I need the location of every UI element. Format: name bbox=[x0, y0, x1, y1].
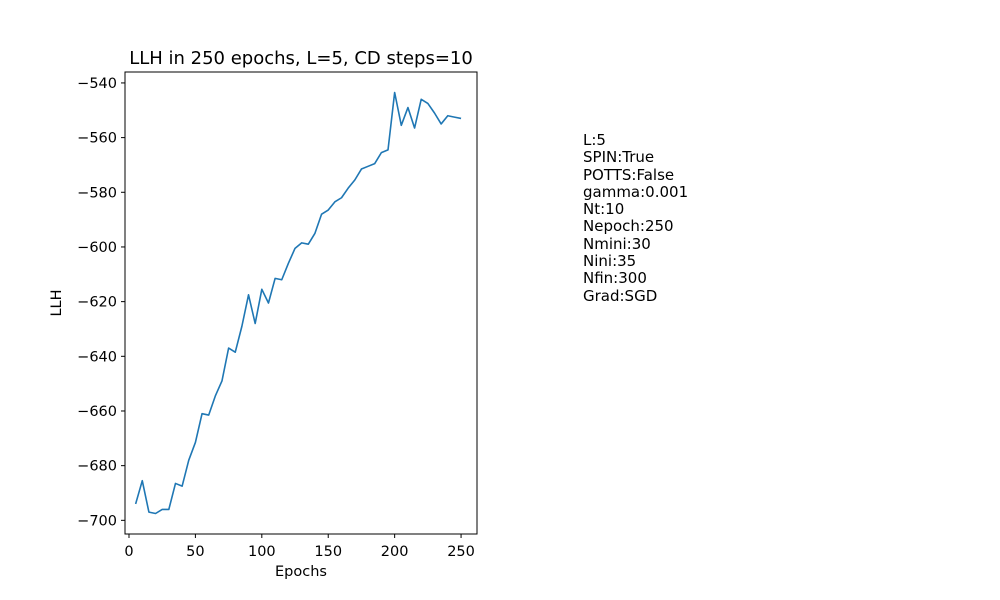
y-axis-ticks: −700 −680 −660 −640 −620 −600 −580 −560 −540 bbox=[77, 76, 125, 529]
y-axis-label: LLH bbox=[49, 289, 65, 316]
plot-frame bbox=[124, 71, 478, 535]
x-axis-label: Epochs bbox=[275, 564, 327, 580]
parameter-line: Nmini:30 bbox=[583, 234, 651, 253]
x-tick-label: 150 bbox=[314, 544, 342, 560]
y-tick-label: −680 bbox=[77, 459, 117, 475]
x-axis-ticks: 0 50 100 150 200 250 bbox=[124, 534, 475, 560]
x-tick-label: 50 bbox=[186, 544, 204, 560]
parameter-line: Nini:35 bbox=[583, 252, 637, 271]
x-tick-label: 200 bbox=[381, 544, 409, 560]
x-tick-label: 100 bbox=[248, 544, 276, 560]
parameter-line: Nfin:300 bbox=[583, 269, 647, 288]
parameter-line: L:5 bbox=[583, 131, 606, 149]
y-tick-label: −580 bbox=[77, 185, 117, 201]
y-tick-label: −540 bbox=[77, 76, 117, 92]
y-tick-label: −600 bbox=[77, 240, 117, 256]
y-tick-label: −640 bbox=[77, 349, 117, 365]
parameter-line: POTTS:False bbox=[583, 165, 675, 184]
y-tick-label: −660 bbox=[77, 404, 117, 420]
x-tick-label: 250 bbox=[447, 544, 475, 560]
parameters-panel: L:5 SPIN:True POTTS:False gamma:0.001 Nt:10 N… bbox=[583, 131, 689, 305]
y-tick-label: −560 bbox=[77, 131, 117, 147]
parameter-line: Nepoch:250 bbox=[583, 217, 674, 236]
chart-title: LLH in 250 epochs, L=5, CD steps=10 bbox=[129, 48, 473, 69]
y-tick-label: −620 bbox=[77, 295, 117, 311]
parameter-line: Grad:SGD bbox=[583, 286, 658, 305]
y-tick-label: −700 bbox=[77, 513, 117, 529]
x-tick-label: 0 bbox=[124, 544, 133, 560]
parameter-line: gamma:0.001 bbox=[583, 182, 689, 201]
parameter-line: SPIN:True bbox=[583, 148, 655, 167]
parameter-line: Nt:10 bbox=[583, 200, 625, 219]
llh-series-line bbox=[134, 91, 462, 515]
